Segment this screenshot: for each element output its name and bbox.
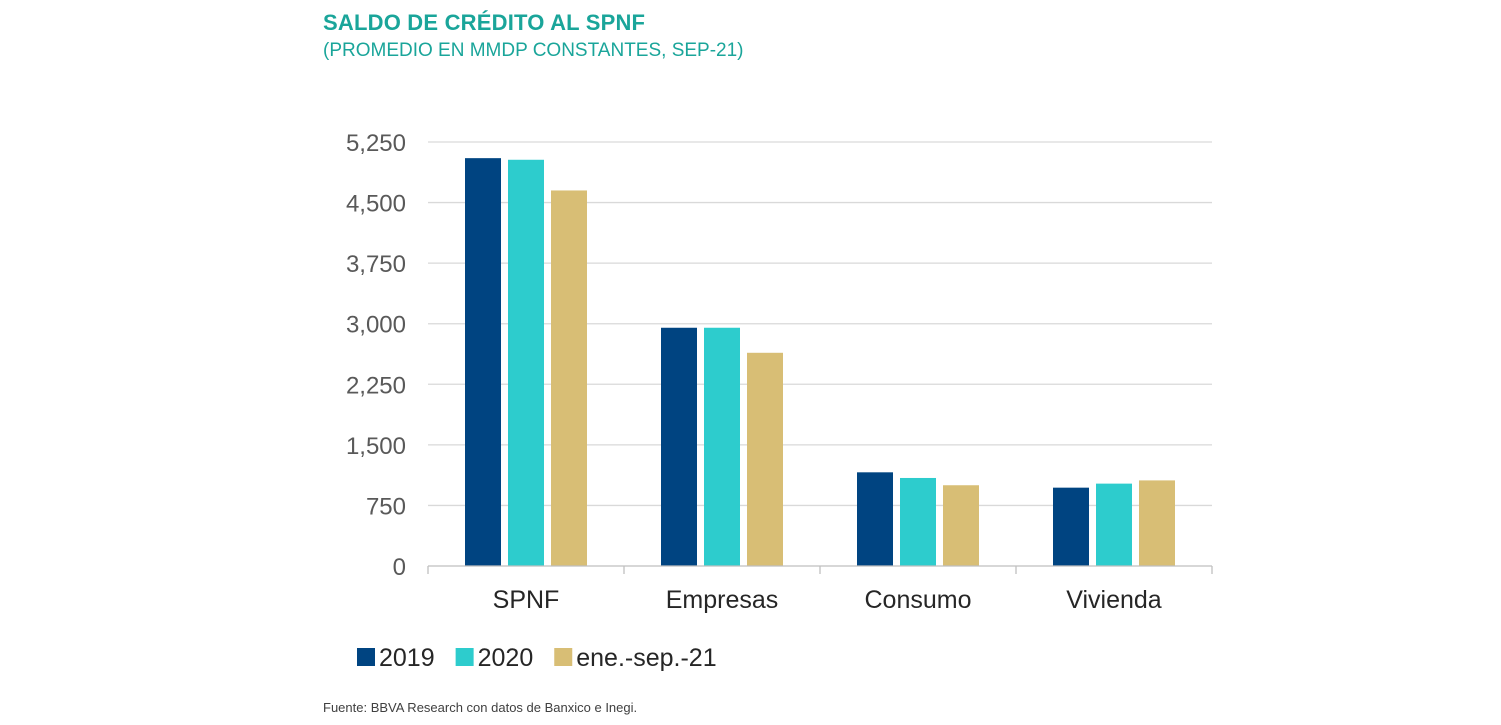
legend-label: 2020 [478, 644, 534, 672]
y-axis-ticks: 0 750 1,500 2,250 3,000 3,750 4,500 5,250 [346, 130, 406, 581]
bar-empresas-2019 [661, 327, 697, 566]
chart-title: SALDO DE CRÉDITO AL SPNF [323, 10, 646, 35]
legend-label: 2019 [379, 644, 435, 672]
legend-swatch [357, 648, 375, 666]
gridlines [428, 141, 1212, 507]
y-tick-label: 1,500 [346, 433, 406, 460]
y-tick-label: 750 [366, 493, 406, 520]
bar-vivienda-ene-sep-21 [1139, 480, 1175, 566]
x-category-label: Vivienda [1066, 586, 1162, 614]
y-tick-label: 2,250 [346, 372, 406, 399]
legend-label: ene.-sep.-21 [576, 644, 716, 672]
y-tick-label: 4,500 [346, 191, 406, 218]
x-category-label: Empresas [666, 586, 779, 614]
bar-spnf-ene-sep-21 [551, 190, 587, 566]
legend-swatch [554, 648, 573, 666]
x-category-label: SPNF [493, 586, 560, 614]
bars [465, 158, 1175, 566]
bar-vivienda-2019 [1053, 487, 1089, 566]
bar-empresas-2020 [704, 327, 740, 566]
chart-subtitle: (PROMEDIO EN MMDP CONSTANTES, SEP-21) [323, 40, 744, 61]
y-tick-label: 5,250 [346, 130, 406, 157]
bar-consumo-ene-sep-21 [943, 485, 979, 566]
y-tick-label: 3,000 [346, 312, 406, 339]
bar-spnf-2020 [508, 159, 544, 566]
bar-spnf-2019 [465, 158, 501, 566]
bar-vivienda-2020 [1096, 483, 1132, 566]
y-tick-label: 0 [393, 554, 406, 581]
legend-swatch [455, 648, 474, 666]
y-tick-label: 3,750 [346, 251, 406, 278]
bar-consumo-2020 [900, 477, 936, 566]
x-category-label: Consumo [865, 586, 972, 614]
bar-empresas-ene-sep-21 [747, 352, 783, 566]
x-axis: SPNF Empresas Consumo Vivienda [427, 565, 1213, 614]
bar-consumo-2019 [857, 472, 893, 566]
legend: 2019 2020 ene.-sep.-21 [357, 644, 717, 672]
source-note: Fuente: BBVA Research con datos de Banxi… [323, 700, 638, 715]
